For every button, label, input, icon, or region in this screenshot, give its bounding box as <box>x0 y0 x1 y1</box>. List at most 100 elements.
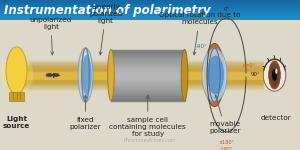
Bar <box>0 7 300 8</box>
Bar <box>111 70 184 71</box>
Bar <box>9 92 24 101</box>
Ellipse shape <box>270 64 279 86</box>
Bar <box>111 65 184 66</box>
Bar <box>111 55 184 56</box>
Text: 90°: 90° <box>250 72 260 78</box>
Bar <box>0 17 300 18</box>
Bar <box>111 83 184 84</box>
Text: sample cell
containing molecules
for study: sample cell containing molecules for stu… <box>110 95 186 137</box>
Bar <box>0 0 300 1</box>
Bar <box>0 2 300 3</box>
Bar <box>111 58 184 60</box>
Text: Light
source: Light source <box>3 116 30 129</box>
Bar <box>111 61 184 62</box>
Ellipse shape <box>6 47 27 94</box>
Bar <box>111 86 184 88</box>
Bar <box>111 50 184 100</box>
Bar <box>111 60 184 61</box>
Text: Optical rotation due to
molecules: Optical rotation due to molecules <box>159 12 240 55</box>
Text: Instrumentation of polarimetry: Instrumentation of polarimetry <box>4 4 210 17</box>
Bar <box>111 51 184 52</box>
Bar <box>24 75 262 76</box>
Text: detector: detector <box>261 116 291 122</box>
Bar <box>24 67 262 68</box>
Bar <box>111 99 184 101</box>
Bar <box>0 14 300 15</box>
Bar <box>111 69 184 70</box>
Bar <box>24 72 262 73</box>
Ellipse shape <box>78 48 93 102</box>
Bar <box>0 8 300 9</box>
Bar <box>111 92 184 93</box>
Bar <box>24 81 262 82</box>
Bar <box>111 67 184 69</box>
Text: unpolarized
light: unpolarized light <box>30 17 72 55</box>
Ellipse shape <box>207 56 224 94</box>
Bar <box>111 88 184 89</box>
Text: -90°: -90° <box>195 44 207 49</box>
Text: -180°: -180° <box>220 147 233 150</box>
Bar <box>24 83 262 84</box>
Bar <box>24 70 262 71</box>
Text: Phrommedicines.com: Phrommedicines.com <box>124 138 176 143</box>
Bar <box>111 78 184 79</box>
Bar <box>111 90 184 92</box>
Ellipse shape <box>263 59 286 91</box>
Bar <box>111 93 184 94</box>
Ellipse shape <box>108 50 114 100</box>
Ellipse shape <box>0 55 33 96</box>
Bar <box>0 6 300 7</box>
Ellipse shape <box>205 44 224 106</box>
Ellipse shape <box>275 69 278 74</box>
Bar <box>111 56 184 57</box>
Bar <box>24 61 262 62</box>
Bar <box>0 9 300 10</box>
Bar <box>0 1 300 2</box>
Bar <box>111 94 184 95</box>
Bar <box>24 63 262 64</box>
Bar <box>24 84 262 85</box>
Bar <box>24 85 262 86</box>
Bar <box>111 97 184 98</box>
Ellipse shape <box>269 61 280 89</box>
Bar <box>24 79 262 80</box>
Bar <box>111 81 184 83</box>
Bar <box>111 75 184 76</box>
Bar <box>24 77 262 78</box>
Bar <box>0 3 300 4</box>
Bar <box>24 65 262 66</box>
Bar <box>111 80 184 81</box>
Bar <box>24 76 262 77</box>
Bar <box>111 64 184 65</box>
Bar <box>24 82 262 83</box>
Bar <box>111 89 184 90</box>
Bar <box>0 13 300 14</box>
Bar <box>111 79 184 80</box>
Text: ±180°: ±180° <box>218 140 235 144</box>
Bar <box>111 62 184 63</box>
Bar <box>24 82 262 83</box>
Bar <box>24 69 262 70</box>
Bar <box>111 74 184 75</box>
Bar <box>111 71 184 72</box>
Bar <box>24 86 262 87</box>
Text: fixed
polarizer: fixed polarizer <box>70 95 101 130</box>
Text: 0°: 0° <box>224 7 230 12</box>
Bar <box>111 66 184 67</box>
Bar <box>24 88 262 89</box>
Bar <box>24 74 262 75</box>
Bar <box>0 16 300 17</box>
Bar <box>24 71 262 72</box>
Bar <box>0 19 300 20</box>
Bar <box>24 78 262 79</box>
Bar <box>111 84 184 85</box>
Bar <box>0 5 300 6</box>
Bar <box>24 62 262 63</box>
Text: Linearly
polarized
light: Linearly polarized light <box>89 4 122 55</box>
Bar <box>24 61 262 62</box>
Bar <box>111 95 184 97</box>
Bar <box>24 60 262 61</box>
Bar <box>0 11 300 12</box>
Bar <box>111 57 184 58</box>
Text: α=0°: α=0° <box>243 63 256 69</box>
